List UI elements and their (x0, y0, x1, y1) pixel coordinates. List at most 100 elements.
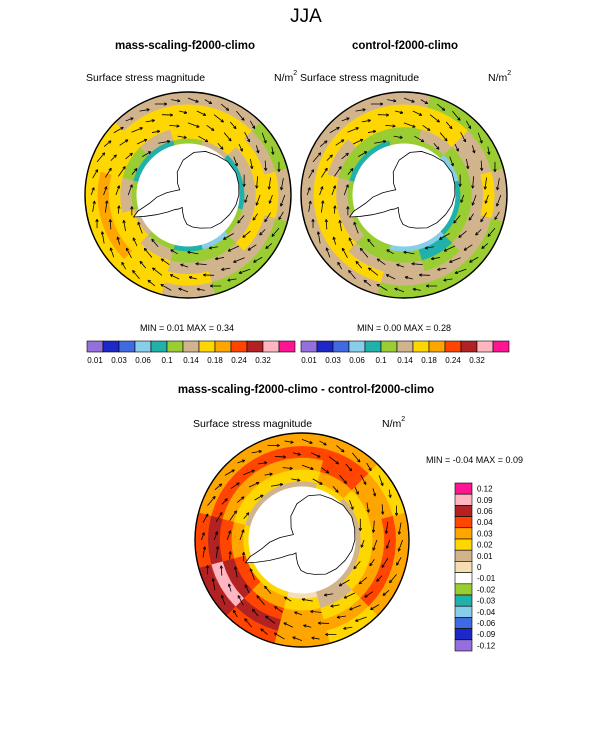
stress-vector (261, 132, 267, 144)
stress-vector (369, 559, 375, 567)
vector-head (368, 509, 370, 513)
stress-vector (395, 110, 404, 114)
vector-head (244, 200, 248, 203)
colorbar-swatch (460, 340, 478, 353)
stress-vector (385, 521, 389, 534)
vector-head (209, 100, 213, 104)
stress-vector (244, 132, 251, 143)
stress-vector (151, 238, 159, 247)
vector-head (104, 186, 107, 189)
stress-vector (372, 488, 376, 497)
vector-head (437, 119, 440, 123)
vector-head (280, 187, 284, 191)
vector-head (336, 617, 341, 619)
stress-vector (335, 139, 345, 146)
colorbar-swatch (118, 340, 136, 353)
stress-vector (117, 205, 120, 214)
colorbar-swatch (454, 482, 473, 495)
stress-vector (291, 478, 301, 481)
stress-vector (431, 257, 441, 260)
stress-vector (343, 592, 356, 599)
vector-head (202, 274, 206, 277)
stress-vector (117, 236, 121, 245)
vector-head (101, 152, 105, 155)
stress-vector (125, 117, 134, 122)
stress-vector (214, 483, 223, 491)
stress-vector (226, 530, 231, 541)
vector-head (228, 530, 231, 533)
stress-vector (229, 510, 237, 521)
vector-head (386, 113, 390, 116)
vector-head (178, 288, 181, 291)
vector-head (283, 622, 287, 626)
stress-vector (132, 237, 138, 247)
stress-vector (284, 596, 292, 602)
vector-head (259, 233, 263, 236)
stress-vector (366, 502, 369, 513)
stress-vector (196, 110, 206, 116)
vector-head (280, 203, 284, 207)
vector-head (196, 124, 200, 128)
vector-head (480, 219, 484, 223)
vector-head (258, 449, 262, 452)
vector-head (169, 274, 173, 278)
field-cell (170, 126, 206, 141)
vector-head (273, 632, 277, 636)
stress-vector (271, 227, 280, 237)
stress-vector (280, 178, 284, 191)
stress-vector (328, 456, 339, 465)
stress-vector (308, 169, 315, 179)
vector-head (310, 611, 314, 614)
stress-vector (454, 268, 467, 274)
stress-vector (351, 452, 361, 463)
vector-head (321, 200, 324, 204)
vector-head (202, 546, 206, 550)
stress-vector (264, 212, 271, 223)
panel-3-minmax: MIN = -0.04 MAX = 0.09 (426, 455, 524, 465)
colorbar-swatch (454, 516, 473, 529)
vector-head (184, 110, 188, 114)
vector-head (188, 276, 192, 280)
stress-vector (215, 546, 219, 559)
vector-head (294, 611, 297, 615)
vector-head (151, 119, 155, 121)
stress-vector (341, 117, 350, 122)
vector-head (393, 99, 397, 102)
colorbar-tick-label: 0.06 (135, 356, 151, 365)
vector-head (481, 247, 485, 249)
vector-head (411, 99, 415, 103)
vector-head (359, 527, 362, 531)
stress-vector (452, 110, 461, 121)
vector-head (242, 552, 245, 556)
stress-vector (460, 194, 465, 203)
stress-vector (364, 591, 374, 598)
vector-head (205, 138, 209, 142)
stress-vector (372, 539, 378, 551)
stress-vector (256, 595, 265, 606)
vector-head (164, 102, 168, 105)
vector-head (458, 117, 461, 121)
vector-head (256, 185, 259, 189)
stress-vector (398, 539, 403, 552)
vector-head (494, 169, 497, 173)
stress-vector (396, 557, 402, 566)
stress-vector (366, 462, 372, 471)
vector-head (187, 251, 191, 254)
stress-vector (310, 452, 321, 458)
stress-vector (224, 469, 235, 476)
vector-head (337, 489, 339, 493)
vector-head (129, 152, 133, 155)
colorbar-swatch (444, 340, 462, 353)
vector-head (241, 529, 244, 533)
stress-vector (475, 229, 482, 236)
stress-vector (312, 152, 322, 163)
stress-vector (234, 566, 238, 578)
vector-head (425, 285, 429, 288)
stress-vector (358, 577, 368, 585)
stress-vector (352, 139, 364, 145)
stress-vector (403, 251, 415, 255)
vector-head (485, 201, 488, 204)
stress-vector (105, 167, 112, 178)
vector-head (215, 546, 219, 550)
